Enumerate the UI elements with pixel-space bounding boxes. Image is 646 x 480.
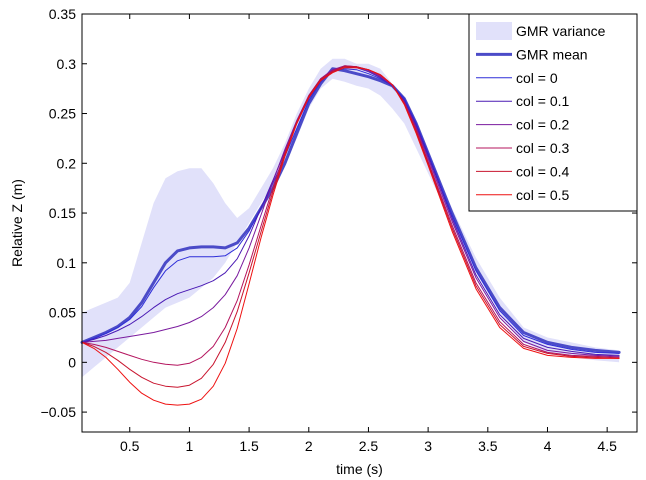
axis-ticks: 0.5 1 1.5 2 2.5 3 3.5 4 4.5 −0.05 0 0.05 0.1 0.15 0.2 0… (41, 6, 637, 454)
axes-box (81, 13, 638, 433)
x-tick-label: 2.5 (359, 438, 379, 454)
legend-label: col = 0.1 (516, 93, 570, 109)
legend-box (468, 13, 638, 212)
x-tick-label: 4.5 (597, 438, 617, 454)
y-tick-label: 0.35 (49, 6, 76, 22)
x-tick-label: 2 (305, 438, 313, 454)
y-tick-label: −0.05 (41, 404, 77, 420)
y-tick-label: 0.2 (57, 155, 77, 171)
y-tick-label: 0.15 (49, 205, 76, 221)
y-tick-label: 0.3 (57, 56, 77, 72)
y-tick-label: 0.25 (49, 106, 76, 122)
x-tick-label: 1 (186, 438, 194, 454)
x-tick-label: 1.5 (239, 438, 259, 454)
y-tick-label: 0.05 (49, 305, 76, 321)
y-tick-label: 0 (68, 354, 76, 370)
legend-label: col = 0.2 (516, 117, 570, 133)
x-tick-label: 3 (424, 438, 432, 454)
legend-label: col = 0.3 (516, 140, 570, 156)
legend: GMR variance GMR mean col = 0 col = 0.1 col … (468, 13, 638, 212)
x-tick-label: 3.5 (478, 438, 498, 454)
legend-swatch (476, 22, 512, 40)
y-tick-label: 0.1 (57, 255, 77, 271)
series-line-0 (80, 67, 621, 354)
series-line-6 (81, 67, 620, 406)
x-axis-title: time (s) (336, 461, 383, 477)
series-line-1 (81, 68, 620, 354)
legend-label: col = 0.4 (516, 163, 570, 179)
x-tick-label: 4 (544, 438, 552, 454)
x-tick-label: 0.5 (120, 438, 140, 454)
legend-label: col = 0 (516, 70, 558, 86)
legend-label: col = 0.5 (516, 187, 570, 203)
plot-area (80, 58, 621, 406)
legend-label: GMR variance (516, 23, 606, 39)
y-axis-title: Relative Z (m) (9, 179, 25, 267)
legend-label: GMR mean (516, 46, 588, 62)
